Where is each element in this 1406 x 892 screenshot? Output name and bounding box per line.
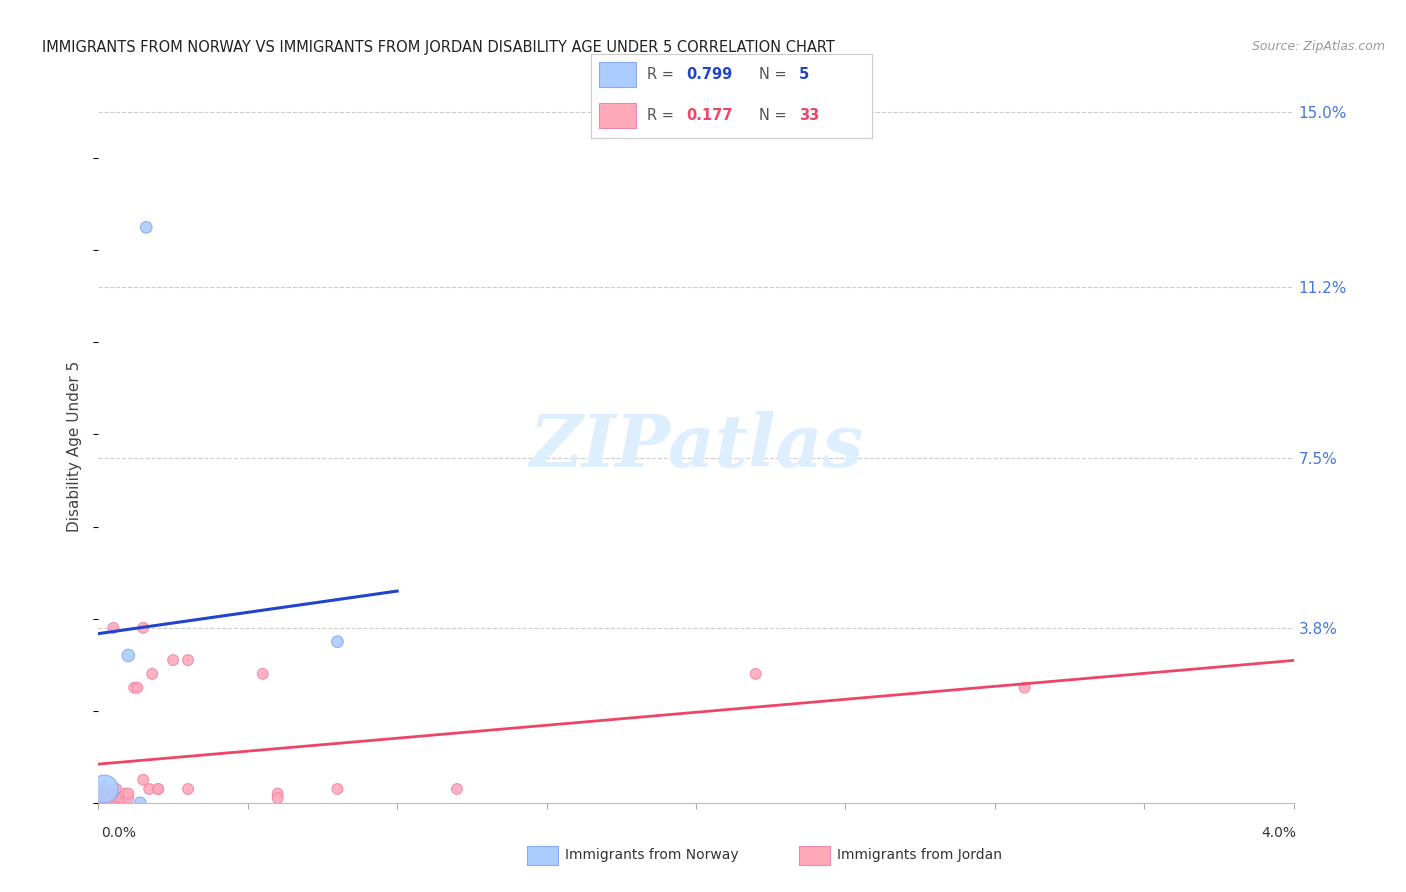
Point [267, 791, 290, 805]
Point [93, 782, 115, 797]
Point [117, 648, 139, 663]
Point [745, 666, 768, 681]
Point [148, 782, 170, 797]
Point [105, 791, 128, 805]
Point [108, 791, 131, 805]
Point [105, 782, 128, 797]
Point [103, 787, 125, 801]
Point [98, 791, 122, 805]
FancyBboxPatch shape [599, 103, 636, 128]
Point [177, 653, 200, 667]
Point [267, 787, 290, 801]
Text: 4.0%: 4.0% [1261, 826, 1296, 839]
Point [162, 653, 184, 667]
Y-axis label: Disability Age Under 5: Disability Age Under 5 [67, 360, 83, 532]
Point [446, 782, 468, 797]
Text: ZIPatlas: ZIPatlas [529, 410, 863, 482]
Text: N =: N = [759, 108, 792, 123]
Point [132, 621, 155, 635]
Point [127, 681, 149, 695]
Text: Immigrants from Jordan: Immigrants from Jordan [837, 848, 1001, 863]
Point [93, 782, 115, 797]
Point [326, 782, 349, 797]
Point [98, 791, 122, 805]
FancyBboxPatch shape [599, 62, 636, 87]
Point [114, 787, 136, 801]
Point [1014, 681, 1036, 695]
Text: 33: 33 [799, 108, 818, 123]
Text: N =: N = [759, 67, 792, 82]
Point [177, 782, 200, 797]
Text: R =: R = [647, 67, 678, 82]
Point [138, 782, 160, 797]
Point [90, 791, 112, 805]
Text: 0.0%: 0.0% [101, 826, 136, 839]
Point [117, 791, 139, 805]
Point [96, 787, 118, 801]
Point [132, 772, 155, 787]
Point [117, 787, 139, 801]
Point [124, 681, 146, 695]
Point [96, 791, 118, 805]
Point [129, 796, 152, 810]
Text: Source: ZipAtlas.com: Source: ZipAtlas.com [1251, 40, 1385, 54]
Text: 5: 5 [799, 67, 808, 82]
Text: Immigrants from Norway: Immigrants from Norway [565, 848, 738, 863]
Point [252, 666, 274, 681]
Point [148, 782, 170, 797]
Point [103, 621, 125, 635]
Point [141, 666, 163, 681]
Text: 0.799: 0.799 [686, 67, 733, 82]
Point [135, 220, 157, 235]
Point [326, 634, 349, 648]
Text: 0.177: 0.177 [686, 108, 733, 123]
Point [111, 791, 134, 805]
Text: R =: R = [647, 108, 678, 123]
Text: IMMIGRANTS FROM NORWAY VS IMMIGRANTS FROM JORDAN DISABILITY AGE UNDER 5 CORRELAT: IMMIGRANTS FROM NORWAY VS IMMIGRANTS FRO… [42, 40, 835, 55]
